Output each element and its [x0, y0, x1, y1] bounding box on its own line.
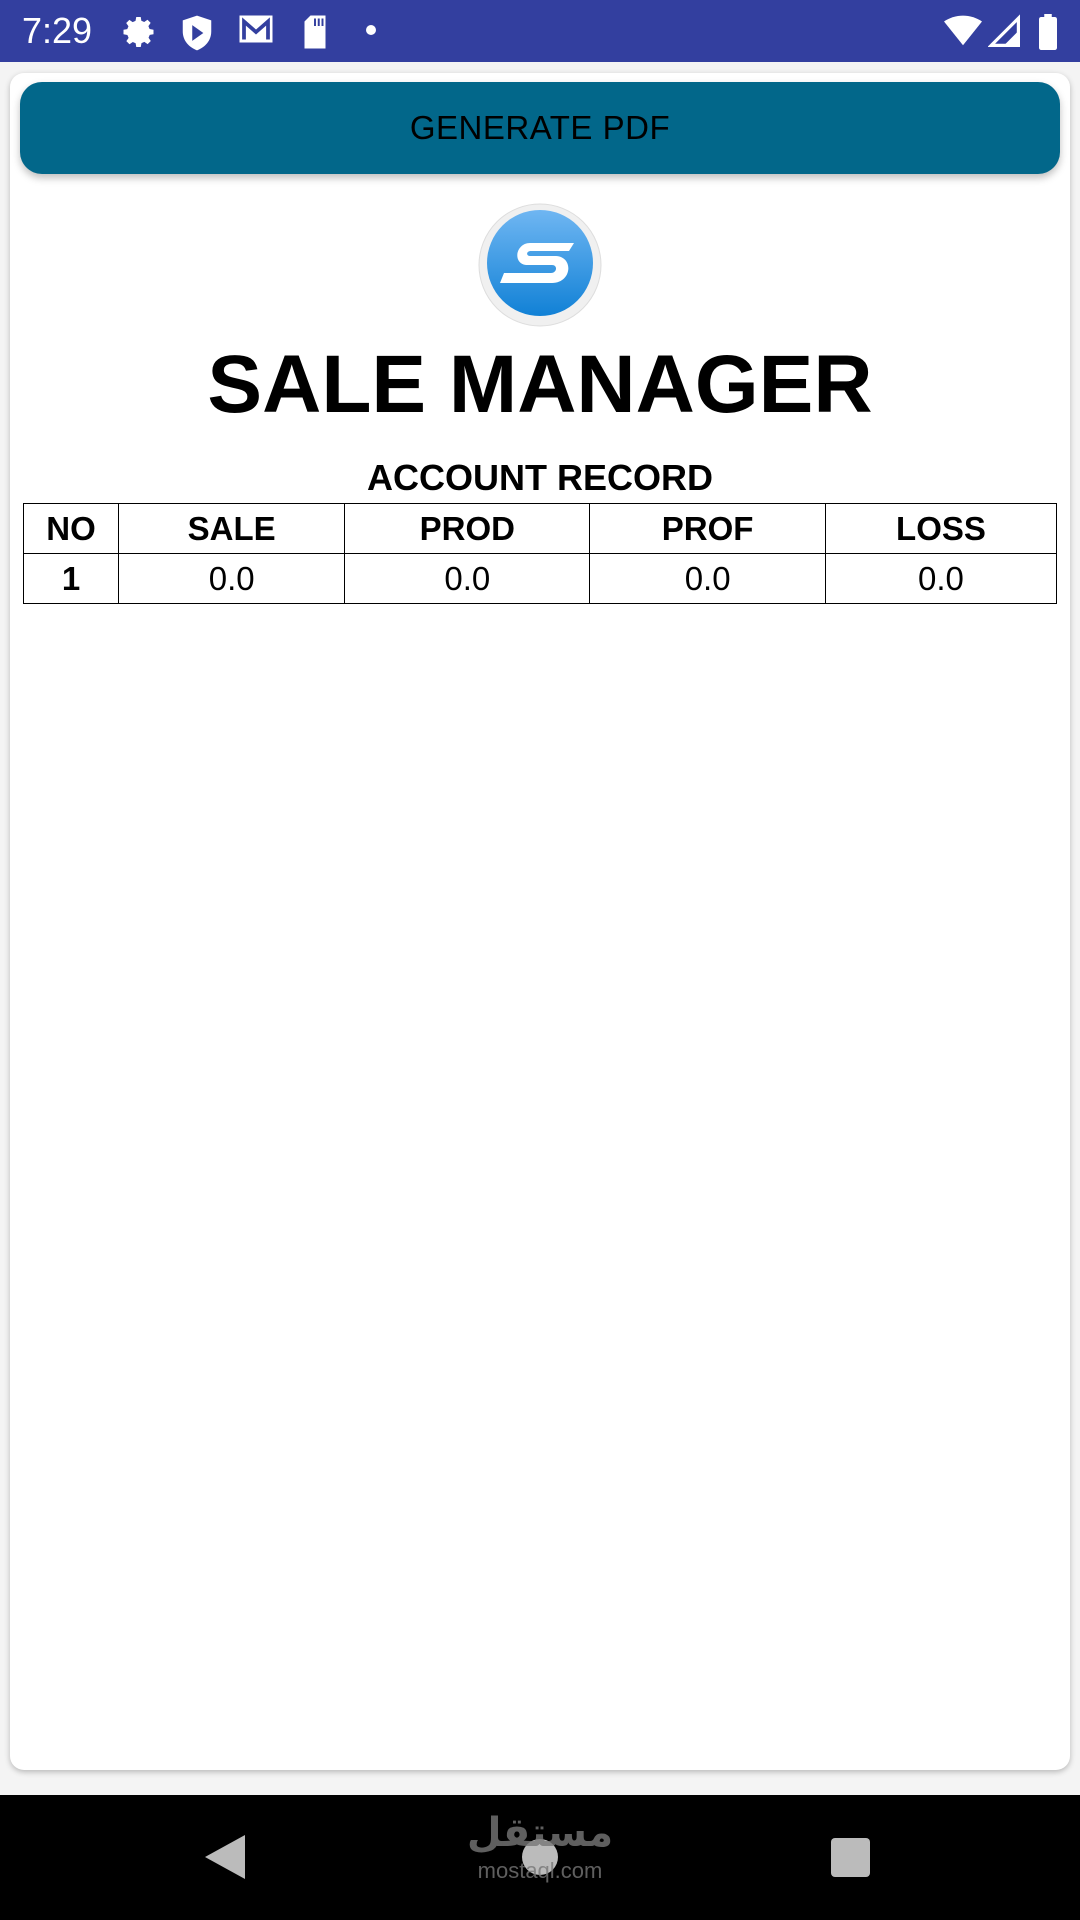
settings-icon: [123, 17, 154, 47]
table-cell: 0.0: [824, 553, 1058, 604]
dot-icon: [366, 25, 376, 35]
table-cell: 0.0: [344, 553, 591, 604]
column-header: PROF: [589, 503, 826, 554]
column-header: SALE: [117, 503, 346, 554]
wifi-icon: [944, 15, 982, 46]
table-cell: 1: [23, 553, 119, 604]
column-header: LOSS: [824, 503, 1058, 554]
watermark: مستقل mostaql.com: [460, 1809, 620, 1885]
table-cell: 0.0: [117, 553, 346, 604]
back-icon[interactable]: [205, 1835, 245, 1879]
home-icon[interactable]: [522, 1839, 558, 1875]
table-cell: 0.0: [589, 553, 826, 604]
gmail-icon: [239, 15, 273, 43]
section-title: ACCOUNT RECORD: [367, 457, 713, 498]
signal-icon: [988, 14, 1020, 47]
main-card: GENERATE PDF SALE MANAGER ACCOUNT RECORD…: [10, 73, 1070, 1770]
sd-card-icon: [304, 15, 326, 49]
status-bar: 7:29: [0, 0, 1080, 62]
table-header-row: NO SALE PROD PROF LOSS: [23, 503, 1058, 554]
recents-icon[interactable]: [831, 1838, 870, 1877]
account-record-table: NO SALE PROD PROF LOSS 1 0.0 0.0 0.0 0.0: [23, 503, 1058, 604]
navigation-bar: مستقل mostaql.com: [0, 1795, 1080, 1920]
page-title: SALE MANAGER: [207, 339, 873, 430]
generate-pdf-button[interactable]: GENERATE PDF: [20, 82, 1060, 174]
column-header: NO: [23, 503, 119, 554]
watermark-logo: مستقل: [466, 1811, 614, 1855]
app-logo: [478, 203, 602, 327]
table-row: 1 0.0 0.0 0.0 0.0: [23, 553, 1058, 604]
column-header: PROD: [344, 503, 591, 554]
watermark-text: mostaql.com: [477, 1858, 603, 1883]
shield-play-icon: [182, 15, 212, 51]
status-time: 7:29: [22, 10, 93, 51]
battery-icon: [1039, 14, 1057, 50]
